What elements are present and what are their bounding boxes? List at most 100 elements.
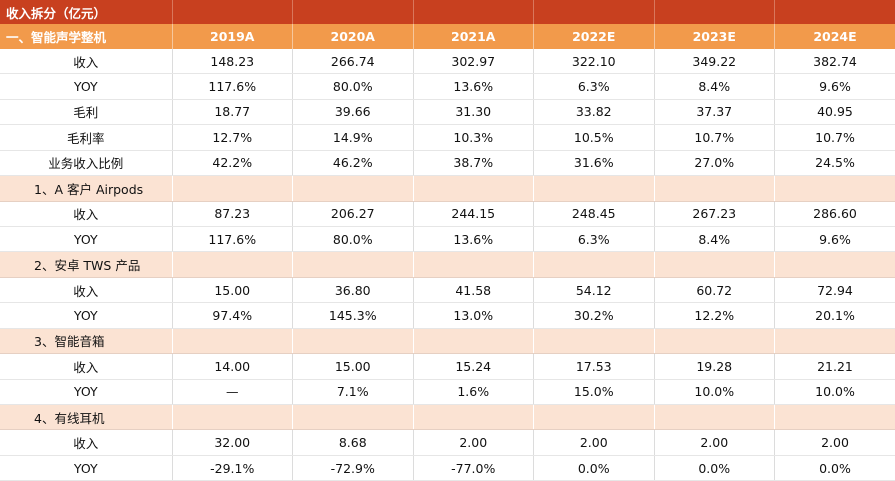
cell-value: 244.15 [413,201,534,226]
row-label: YOY [0,379,172,404]
cell-value: 2.00 [654,430,775,455]
header-year: 2019A [172,24,293,48]
cell-value: 97.4% [172,303,293,328]
cell-value: 30.2% [534,303,655,328]
cell-value: 117.6% [172,74,293,99]
cell-value: 33.82 [534,99,655,124]
cell-value: 145.3% [293,303,414,328]
table-row: YOY-29.1%-72.9%-77.0%0.0%0.0%0.0% [0,455,895,480]
cell-value: 20.1% [775,303,895,328]
row-label: YOY [0,303,172,328]
cell-value: 117.6% [172,226,293,251]
cell-value: 322.10 [534,49,655,74]
section-title: 2、安卓 TWS 产品 [0,252,172,277]
row-label: 收入 [0,277,172,302]
cell-value: 12.7% [172,125,293,150]
table-title: 收入拆分（亿元） [0,0,172,24]
cell-value: 10.7% [654,125,775,150]
cell-value: 2.00 [775,430,895,455]
section-empty-cell [654,252,775,277]
cell-value: 24.5% [775,150,895,175]
cell-value: 15.00 [172,277,293,302]
section-empty-cell [172,176,293,201]
row-label: 毛利率 [0,125,172,150]
cell-value: 37.37 [654,99,775,124]
row-label: 收入 [0,49,172,74]
cell-value: 87.23 [172,201,293,226]
cell-value: 10.7% [775,125,895,150]
section-empty-cell [534,176,655,201]
section-empty-cell [413,328,534,353]
cell-value: 80.0% [293,226,414,251]
cell-value: 38.7% [413,150,534,175]
header-year: 2021A [413,24,534,48]
cell-value: 248.45 [534,201,655,226]
cell-value: 267.23 [654,201,775,226]
section-empty-cell [293,252,414,277]
section-title: 3、智能音箱 [0,328,172,353]
column-header-row: 一、智能声学整机 2019A 2020A 2021A 2022E 2023E 2… [0,24,895,48]
section-empty-cell [534,328,655,353]
cell-value: 286.60 [775,201,895,226]
cell-value: 72.94 [775,277,895,302]
cell-value: — [172,379,293,404]
cell-value: 12.2% [654,303,775,328]
section-header-row: 4、有线耳机 [0,405,895,430]
cell-value: 32.00 [172,430,293,455]
cell-value: 0.0% [654,455,775,480]
cell-value: 39.66 [293,99,414,124]
cell-value: 0.0% [534,455,655,480]
cell-value: 19.28 [654,354,775,379]
section-empty-cell [775,405,895,430]
section-empty-cell [775,176,895,201]
section-empty-cell [413,176,534,201]
row-label: 收入 [0,201,172,226]
section-empty-cell [775,252,895,277]
cell-value: 15.0% [534,379,655,404]
cell-value: 206.27 [293,201,414,226]
header-year: 2020A [293,24,414,48]
section-empty-cell [775,328,895,353]
cell-value: 0.0% [775,455,895,480]
table-title-row: 收入拆分（亿元） [0,0,895,24]
cell-value: 31.30 [413,99,534,124]
cell-value: 349.22 [654,49,775,74]
section-empty-cell [293,405,414,430]
section-header-row: 3、智能音箱 [0,328,895,353]
cell-value: 17.53 [534,354,655,379]
cell-value: 10.0% [775,379,895,404]
cell-value: 266.74 [293,49,414,74]
cell-value: 36.80 [293,277,414,302]
cell-value: 7.1% [293,379,414,404]
cell-value: 10.3% [413,125,534,150]
cell-value: 2.00 [413,430,534,455]
cell-value: 18.77 [172,99,293,124]
cell-value: 9.6% [775,74,895,99]
header-year: 2024E [775,24,895,48]
cell-value: 42.2% [172,150,293,175]
cell-value: 14.9% [293,125,414,150]
header-year: 2023E [654,24,775,48]
cell-value: 1.6% [413,379,534,404]
header-segment-label: 一、智能声学整机 [0,24,172,48]
section-title: 1、A 客户 Airpods [0,176,172,201]
cell-value: 13.0% [413,303,534,328]
row-label: YOY [0,455,172,480]
cell-value: -72.9% [293,455,414,480]
cell-value: 60.72 [654,277,775,302]
cell-value: 6.3% [534,74,655,99]
cell-value: 54.12 [534,277,655,302]
cell-value: 8.68 [293,430,414,455]
